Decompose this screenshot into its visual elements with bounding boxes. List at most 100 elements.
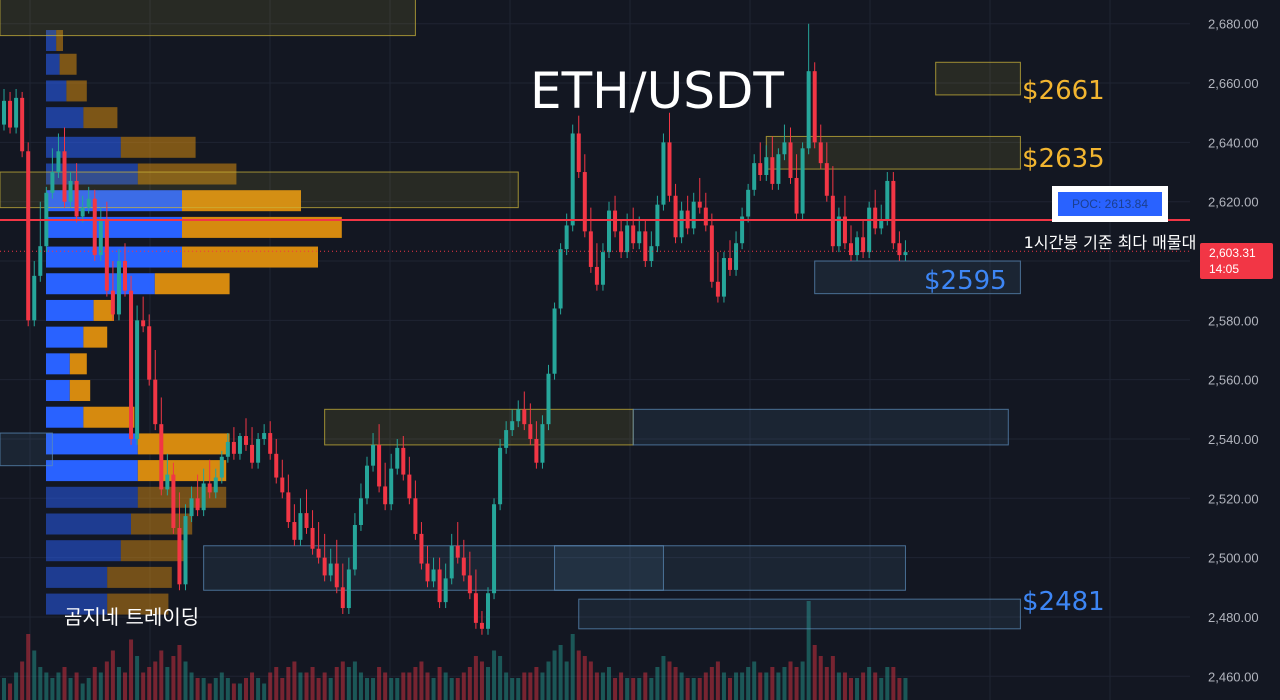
- candle-body: [667, 142, 672, 196]
- volume-bar: [352, 661, 357, 700]
- candlesticks: [2, 23, 908, 635]
- volume-bar: [92, 667, 97, 700]
- volume-profile-buy: [46, 380, 70, 402]
- volume-profile-buy: [46, 433, 138, 455]
- candle-body: [135, 320, 140, 439]
- volume-bar: [546, 661, 551, 700]
- candle-body: [806, 71, 811, 149]
- volume-bar: [564, 661, 569, 700]
- volume-bar: [104, 661, 109, 700]
- candle-body: [770, 157, 775, 184]
- candle-body: [98, 219, 103, 256]
- volume-bar: [395, 678, 400, 700]
- candle-body: [849, 243, 853, 256]
- candle-body: [14, 97, 19, 128]
- resistance-zone: [935, 61, 1021, 96]
- volume-bar: [842, 672, 847, 700]
- volume-profile-sell: [137, 486, 227, 508]
- volume-profile-sell: [131, 513, 193, 535]
- volume-profile-buy: [46, 190, 182, 212]
- candle-body: [637, 231, 642, 244]
- candle-body: [443, 578, 448, 603]
- volume-profile-sell: [59, 53, 77, 75]
- candle-body: [274, 453, 279, 478]
- volume-bar: [588, 661, 593, 700]
- candle-body: [776, 154, 781, 184]
- volume-bar: [849, 678, 853, 700]
- candle-body: [534, 438, 539, 463]
- resistance-zone: [0, 171, 519, 209]
- candle-body: [691, 201, 696, 229]
- support-zone: [554, 545, 906, 591]
- volume-bar: [897, 678, 902, 700]
- volume-bar: [861, 672, 866, 700]
- chart-title: ETH/USDT: [530, 62, 784, 120]
- candle-body: [322, 557, 327, 576]
- volume-profile-buy: [46, 80, 67, 102]
- candle-body: [358, 498, 363, 525]
- candle-body: [879, 219, 884, 229]
- volume-profile-buy: [46, 326, 84, 348]
- volume-bar: [2, 678, 6, 700]
- volume-bar: [570, 634, 575, 700]
- candle-body: [570, 133, 575, 226]
- candle-body: [461, 557, 466, 576]
- candle-body: [903, 252, 908, 256]
- candle-body: [256, 438, 261, 463]
- candle-body: [207, 483, 212, 493]
- volume-bar: [552, 650, 557, 700]
- volume-bar: [679, 672, 684, 700]
- support-zone: [632, 408, 1009, 446]
- volume-profile-sell: [107, 593, 169, 615]
- volume-bar: [207, 683, 212, 700]
- candle-body: [292, 522, 297, 540]
- candle-body: [455, 545, 460, 558]
- candle-body: [26, 151, 31, 321]
- candle-body: [2, 100, 6, 125]
- candle-body: [492, 504, 497, 594]
- candle-body: [413, 498, 418, 534]
- volume-bar: [788, 661, 793, 700]
- volume-profile-buy: [46, 273, 155, 295]
- volume-profile-sell: [66, 80, 87, 102]
- candle-body: [129, 290, 134, 439]
- volume-bar: [286, 667, 291, 700]
- candle-body: [86, 198, 91, 208]
- volume-profile-sell: [107, 566, 172, 588]
- volume-bar: [304, 672, 309, 700]
- volume-bar: [401, 672, 406, 700]
- candle-body: [237, 436, 242, 454]
- volume-bar: [576, 650, 581, 700]
- volume-bar: [431, 678, 436, 700]
- volume-profile-sell: [56, 30, 63, 52]
- candle-body: [310, 527, 315, 549]
- candle-body: [165, 474, 170, 490]
- candle-body: [703, 207, 708, 226]
- candle-body: [764, 157, 769, 175]
- volume-bar: [413, 667, 418, 700]
- candle-body: [153, 379, 158, 425]
- candle-body: [679, 210, 684, 238]
- volume-bar: [607, 667, 611, 700]
- current-price-countdown: 14:05: [1209, 262, 1239, 276]
- volume-profile-sell: [137, 433, 230, 455]
- candle-body: [62, 151, 67, 202]
- volume-bar: [274, 667, 279, 700]
- volume-bar: [534, 667, 539, 700]
- candle-body: [855, 237, 860, 256]
- volume-bar: [135, 656, 140, 700]
- level-label-2635: $2635: [1022, 144, 1105, 174]
- volume-bar: [310, 667, 315, 700]
- volume-bar: [443, 672, 448, 700]
- candle-body: [824, 163, 829, 196]
- volume-bar: [758, 672, 763, 700]
- volume-profile-sell: [69, 353, 87, 375]
- candle-body: [32, 275, 37, 321]
- volume-bar: [715, 661, 720, 700]
- volume-bar: [250, 672, 255, 700]
- candle-body: [613, 210, 618, 232]
- volume-bar: [673, 667, 678, 700]
- volume-bar: [219, 672, 224, 700]
- candle-body: [818, 142, 823, 164]
- volume-bar: [50, 678, 55, 700]
